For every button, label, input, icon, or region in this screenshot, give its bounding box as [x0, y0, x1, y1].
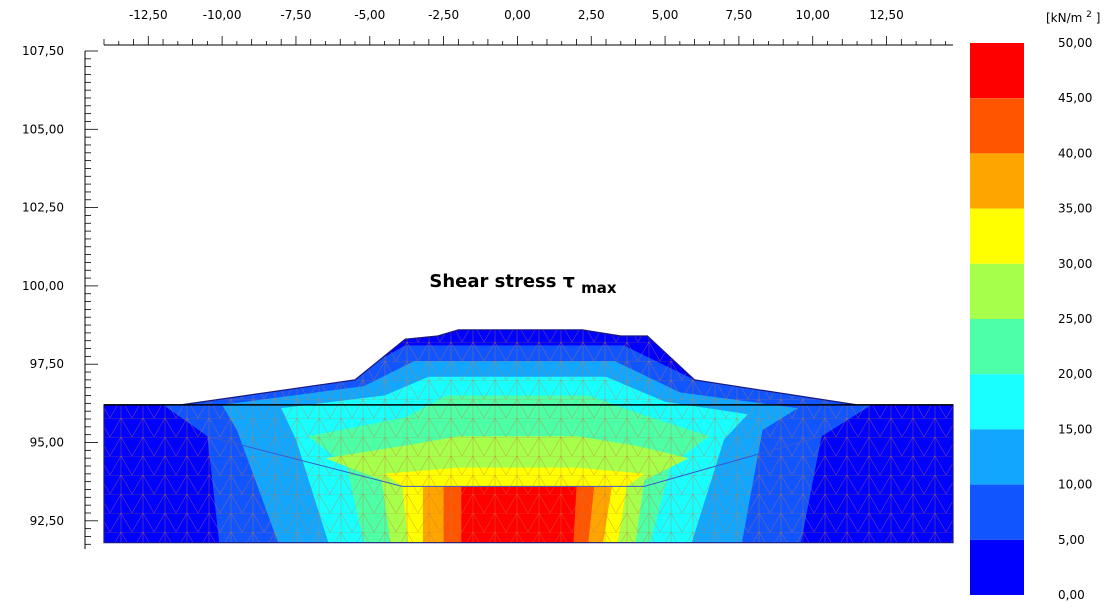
- finite-element-mesh: [104, 329, 953, 543]
- legend-color-box: [970, 43, 1024, 99]
- x-tick-label: -7,50: [280, 8, 311, 22]
- legend-level-label: 40,00: [1058, 146, 1092, 160]
- y-tick-label: 97,50: [30, 357, 64, 371]
- chart-title: Shear stress τ max: [429, 270, 617, 297]
- legend-unit-text: [kN/m: [1046, 11, 1082, 25]
- legend-color-box: [970, 429, 1024, 485]
- legend-level-label: 35,00: [1058, 202, 1092, 216]
- x-tick-label: -2,50: [428, 8, 459, 22]
- y-tick-label: 107,50: [22, 44, 64, 58]
- legend-level-label: 15,00: [1058, 422, 1092, 436]
- y-tick-label: 105,00: [22, 122, 64, 136]
- legend-color-box: [970, 484, 1024, 540]
- legend-unit-superscript: 2: [1086, 10, 1092, 20]
- chart-title-main: Shear stress: [429, 271, 562, 292]
- x-tick-label: -10,00: [203, 8, 242, 22]
- chart-title-subscript: max: [581, 279, 617, 297]
- layer-boundary-line: [207, 435, 822, 487]
- legend-unit: [kN/m 2 ]: [1046, 6, 1100, 25]
- legend-level-label: 45,00: [1058, 91, 1092, 105]
- x-tick-label: -12,50: [129, 8, 168, 22]
- legend-level-label: 30,00: [1058, 257, 1092, 271]
- legend-level-label: 10,00: [1058, 478, 1092, 492]
- chart-title-symbol: τ: [563, 270, 575, 292]
- legend-level-label: 0,00: [1058, 588, 1085, 602]
- legend-unit-close: ]: [1096, 11, 1101, 25]
- x-tick-label: 7,50: [726, 8, 753, 22]
- legend-level-label: 25,00: [1058, 312, 1092, 326]
- model-outline: [103, 329, 954, 544]
- y-axis: 107,50 105,00 102,50 100,00 97,50 95,00 92,50: [22, 44, 98, 549]
- legend-level-label: 50,00: [1058, 36, 1092, 50]
- y-tick-label: 100,00: [22, 279, 64, 293]
- x-tick-label: 2,50: [578, 8, 605, 22]
- legend-color-box: [970, 319, 1024, 375]
- legend-level-label: 20,00: [1058, 367, 1092, 381]
- legend-level-label: 5,00: [1058, 533, 1085, 547]
- y-tick-label: 102,50: [22, 201, 64, 215]
- legend-color-box: [970, 374, 1024, 430]
- legend-color-box: [970, 208, 1024, 264]
- x-tick-label: -5,00: [354, 8, 385, 22]
- legend-color-box: [970, 153, 1024, 209]
- color-legend: [kN/m 2 ] 50,0045,0040,0035,0030,0025,00…: [970, 6, 1100, 602]
- x-tick-label: 0,00: [504, 8, 531, 22]
- x-tick-label: 10,00: [796, 8, 830, 22]
- mesh-pattern: [104, 329, 953, 543]
- x-tick-label: 5,00: [652, 8, 679, 22]
- legend-color-box: [970, 98, 1024, 154]
- y-tick-label: 92,50: [30, 514, 64, 528]
- legend-color-box: [970, 263, 1024, 319]
- x-tick-label: 12,50: [869, 8, 903, 22]
- y-tick-label: 95,00: [30, 436, 64, 450]
- legend-color-box: [970, 539, 1024, 595]
- x-axis: -12,50 -10,00 -7,50 -5,00 -2,50 0,00 2,50 5,00 7…: [103, 8, 953, 46]
